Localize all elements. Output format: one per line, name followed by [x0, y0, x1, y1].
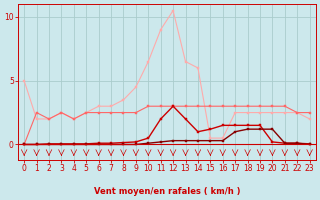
X-axis label: Vent moyen/en rafales ( km/h ): Vent moyen/en rafales ( km/h ) [94, 187, 240, 196]
